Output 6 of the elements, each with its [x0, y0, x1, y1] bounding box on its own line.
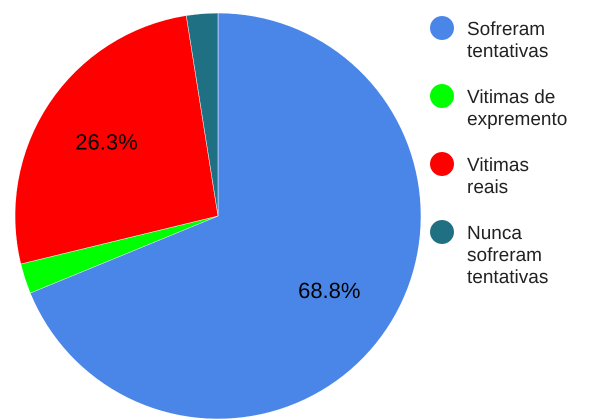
legend-label: Vitimas de expremento	[467, 87, 568, 130]
legend-label: Sofreram tentativas	[467, 19, 548, 62]
legend-label: Nunca sofreram tentativas	[467, 223, 548, 288]
legend-label: Vitimas reais	[467, 155, 529, 198]
data-label: 68.8%	[298, 278, 360, 304]
data-label: 26.3%	[75, 129, 138, 154]
